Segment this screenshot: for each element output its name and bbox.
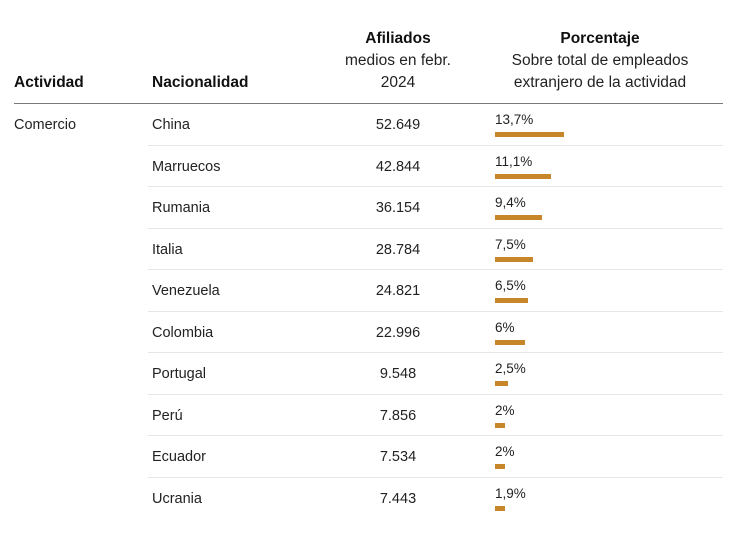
cell-porcentaje: 2,5% xyxy=(495,361,526,376)
header-afiliados-title: Afiliados xyxy=(365,30,431,47)
table-row: Comercio China 52.649 13,7% xyxy=(0,104,729,146)
header-nacionalidad: Nacionalidad xyxy=(152,74,249,91)
cell-nacionalidad: Colombia xyxy=(152,324,214,341)
cell-afiliados: 7.856 xyxy=(379,407,417,424)
row-divider xyxy=(148,393,723,395)
row-divider xyxy=(148,144,723,146)
percentage-bar xyxy=(495,215,543,220)
cell-porcentaje: 2% xyxy=(495,444,515,459)
cell-afiliados: 22.996 xyxy=(375,324,421,341)
header-afiliados: Afiliados medios en febr. 2024 xyxy=(318,28,478,94)
table-row: Rumania 36.154 9,4% xyxy=(0,187,729,229)
cell-afiliados: 9.548 xyxy=(379,366,417,382)
table-row: Perú 7.856 2% xyxy=(0,395,729,436)
header-actividad: Actividad xyxy=(14,74,84,91)
percentage-bar xyxy=(495,173,551,179)
percentage-bar xyxy=(495,298,528,303)
cell-nacionalidad: Venezuela xyxy=(152,283,220,299)
header-porcentaje: Porcentaje Sobre total de empleados extr… xyxy=(480,28,720,94)
cell-porcentaje: 7,5% xyxy=(495,236,526,252)
table-row: Portugal 9.548 2,5% xyxy=(0,353,729,395)
cell-porcentaje: 2% xyxy=(495,402,515,418)
cell-porcentaje: 6% xyxy=(495,319,515,335)
table-row: Ecuador 7.534 2% xyxy=(0,436,729,478)
row-divider xyxy=(148,435,723,436)
header-afiliados-sub1: medios en febr. xyxy=(345,52,451,69)
row-divider xyxy=(148,186,723,187)
cell-nacionalidad: Perú xyxy=(152,407,183,424)
table-row: Venezuela 24.821 6,5% xyxy=(0,270,729,312)
cell-afiliados: 7.534 xyxy=(379,449,417,465)
cell-porcentaje: 6,5% xyxy=(495,278,526,293)
table-row: Marruecos 42.844 11,1% xyxy=(0,146,729,187)
cell-afiliados: 42.844 xyxy=(375,158,421,175)
cell-porcentaje: 11,1% xyxy=(495,153,533,169)
header-porcentaje-sub1: Sobre total de empleados xyxy=(511,52,689,69)
row-divider xyxy=(148,227,723,229)
percentage-bar xyxy=(495,256,533,262)
percentage-bar xyxy=(495,339,526,345)
cell-afiliados: 36.154 xyxy=(375,200,421,216)
percentage-bar xyxy=(495,505,505,511)
cell-nacionalidad: China xyxy=(152,117,190,133)
header-porcentaje-sub2: extranjero de la actividad xyxy=(513,74,687,91)
cell-afiliados: 7.443 xyxy=(379,490,417,507)
cell-nacionalidad: Ucrania xyxy=(152,490,202,507)
row-divider xyxy=(148,310,723,312)
percentage-bar xyxy=(495,464,506,469)
cell-nacionalidad: Ecuador xyxy=(152,449,207,465)
cell-porcentaje: 13,7% xyxy=(495,112,534,127)
cell-nacionalidad: Marruecos xyxy=(152,158,221,175)
cell-afiliados: 24.821 xyxy=(375,283,421,299)
cell-actividad: Comercio xyxy=(14,117,77,133)
percentage-bar xyxy=(495,132,564,137)
cell-afiliados: 52.649 xyxy=(375,117,421,133)
cell-nacionalidad: Rumania xyxy=(152,200,211,216)
percentage-bar xyxy=(495,381,508,386)
cell-nacionalidad: Italia xyxy=(152,241,183,258)
table-row: Colombia 22.996 6% xyxy=(0,312,729,353)
percentage-bar xyxy=(495,422,506,428)
cell-afiliados: 28.784 xyxy=(375,241,421,258)
table-row: Italia 28.784 7,5% xyxy=(0,229,729,270)
row-divider xyxy=(148,269,723,270)
table-row: Ucrania 7.443 1,9% xyxy=(0,478,729,520)
cell-nacionalidad: Portugal xyxy=(152,366,207,382)
row-divider xyxy=(148,352,723,353)
row-divider xyxy=(148,476,723,478)
cell-porcentaje: 1,9% xyxy=(495,485,526,501)
cell-porcentaje: 9,4% xyxy=(495,195,526,210)
header-rule xyxy=(14,103,723,104)
header-porcentaje-title: Porcentaje xyxy=(560,30,640,47)
header-afiliados-sub2: 2024 xyxy=(380,74,416,91)
